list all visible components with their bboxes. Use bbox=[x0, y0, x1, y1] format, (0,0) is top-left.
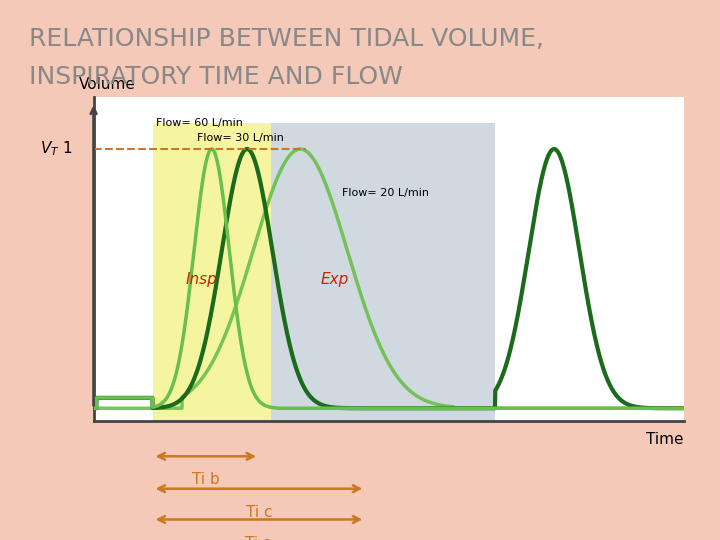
Text: Flow= 30 L/min: Flow= 30 L/min bbox=[197, 133, 284, 143]
Text: RELATIONSHIP BETWEEN TIDAL VOLUME,: RELATIONSHIP BETWEEN TIDAL VOLUME, bbox=[29, 27, 544, 51]
Text: Ti a: Ti a bbox=[246, 536, 273, 540]
Bar bbox=[271, 123, 495, 434]
Text: Insp: Insp bbox=[185, 272, 217, 287]
Text: Time: Time bbox=[647, 431, 684, 447]
Text: Flow= 20 L/min: Flow= 20 L/min bbox=[341, 188, 428, 198]
Text: Flow= 60 L/min: Flow= 60 L/min bbox=[156, 118, 243, 128]
Text: $V_T$ 1: $V_T$ 1 bbox=[40, 140, 73, 158]
Text: Exp: Exp bbox=[321, 272, 349, 287]
Text: INSPIRATORY TIME AND FLOW: INSPIRATORY TIME AND FLOW bbox=[29, 65, 402, 89]
Text: Volume: Volume bbox=[79, 77, 135, 92]
Bar bbox=[153, 123, 271, 434]
Text: Ti c: Ti c bbox=[246, 505, 272, 520]
Text: Ti b: Ti b bbox=[192, 472, 220, 488]
